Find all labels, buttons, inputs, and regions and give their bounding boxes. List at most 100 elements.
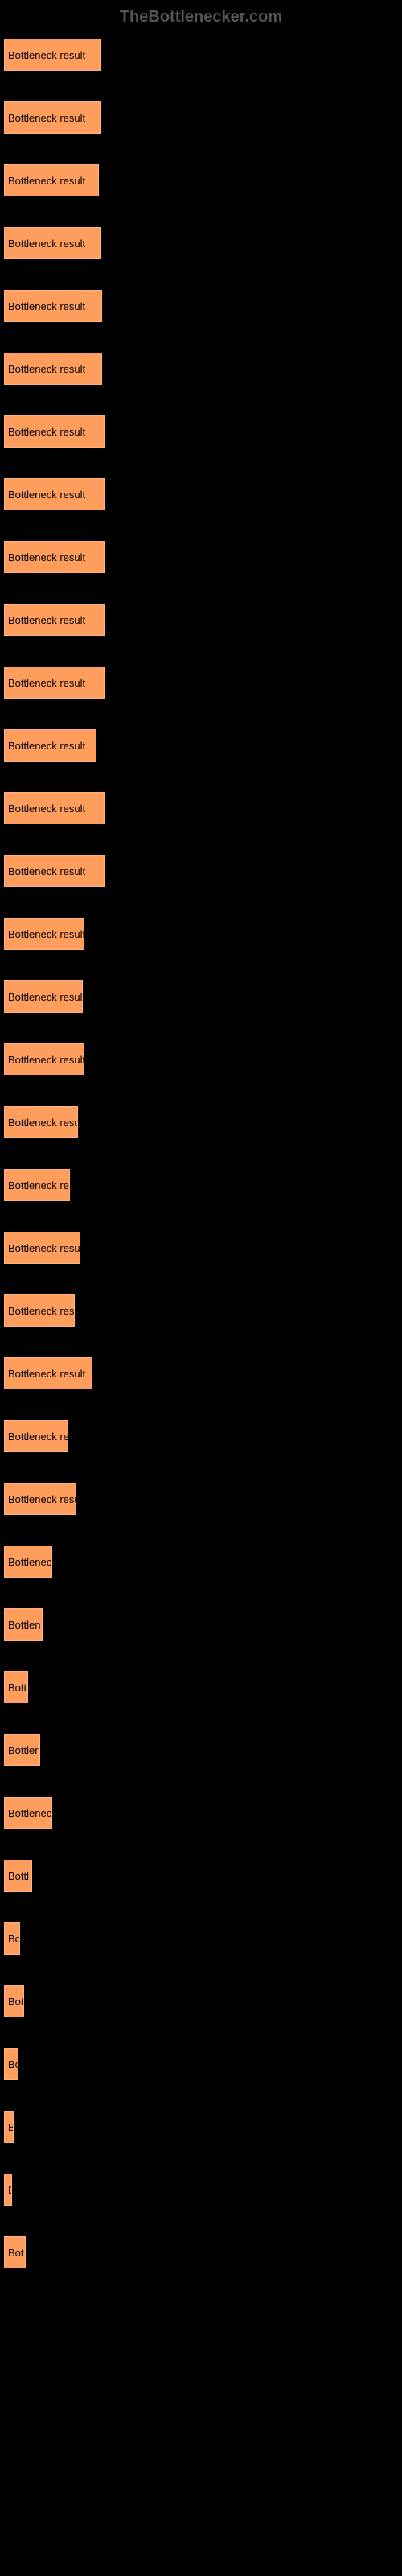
bar-label: Bottleneck result bbox=[8, 1054, 84, 1066]
bar-row: Bottleneck resu bbox=[4, 1483, 402, 1515]
bar-row: Bottleneck result bbox=[4, 39, 402, 71]
bar: Bottleneck result bbox=[4, 1043, 84, 1075]
bar-label: Bottleneck result bbox=[8, 426, 85, 438]
bar-label: B bbox=[8, 2184, 12, 2196]
bar-row: Bottler bbox=[4, 1734, 402, 1766]
bar-row: Bottleneck result bbox=[4, 290, 402, 322]
bar: B bbox=[4, 2111, 14, 2143]
bar-label: Bottleneck resu bbox=[8, 1305, 75, 1317]
bar-label: Bottleneck result bbox=[8, 112, 85, 124]
bar-label: Bottleneck result bbox=[8, 237, 85, 250]
bar-label: Bot bbox=[8, 2247, 24, 2259]
bar-row: Bott bbox=[4, 1671, 402, 1703]
bar-row: Bottlenec bbox=[4, 1797, 402, 1829]
bar-label: Bottl bbox=[8, 1870, 29, 1882]
bar: Bottleneck result bbox=[4, 729, 96, 762]
bar: Bottleneck result bbox=[4, 1357, 92, 1389]
bar-row: Bottleneck re bbox=[4, 1169, 402, 1201]
bar-row: Bottleneck result bbox=[4, 1232, 402, 1264]
bar-row: B bbox=[4, 2111, 402, 2143]
bar-row: Bot bbox=[4, 2236, 402, 2268]
bar: Bottleneck re bbox=[4, 1169, 70, 1201]
bar: Bottleneck resu bbox=[4, 1294, 75, 1327]
bar: Bottlenec bbox=[4, 1797, 52, 1829]
bar-row: Bo bbox=[4, 1922, 402, 1955]
bar-row: Bottleneck result bbox=[4, 164, 402, 196]
bar-label: Bottleneck result bbox=[8, 551, 85, 564]
bar: Bottleneck result bbox=[4, 39, 100, 71]
bar: Bottlenec bbox=[4, 1546, 52, 1578]
bar: Bottleneck result bbox=[4, 1106, 78, 1138]
bar-label: Bot bbox=[8, 1996, 24, 2008]
bar-label: Bottleneck result bbox=[8, 803, 85, 815]
bar: Bot bbox=[4, 2236, 26, 2268]
bar-label: Bottlenec bbox=[8, 1807, 51, 1819]
bar-row: Bottleneck result bbox=[4, 792, 402, 824]
bar-label: Bottleneck result bbox=[8, 489, 85, 501]
bar-label: Bottleneck result bbox=[8, 865, 85, 877]
bar-label: Bottleneck resu bbox=[8, 1493, 76, 1505]
bar-label: Bott bbox=[8, 1682, 27, 1694]
bar-row: Bottleneck result bbox=[4, 478, 402, 510]
bar: Bottleneck result bbox=[4, 227, 100, 259]
bar-row: Bottleneck result bbox=[4, 1357, 402, 1389]
bar: Bott bbox=[4, 1671, 28, 1703]
bar: Bottleneck result bbox=[4, 855, 105, 887]
bar: B bbox=[4, 2174, 12, 2206]
bar-row: Bottleneck result bbox=[4, 980, 402, 1013]
bar-row: Bottlen bbox=[4, 1608, 402, 1641]
bar-label: Bottleneck result bbox=[8, 363, 85, 375]
bar-row: Bottleneck result bbox=[4, 101, 402, 134]
bar: Bottleneck result bbox=[4, 415, 105, 448]
bar-label: Bo bbox=[8, 1933, 20, 1945]
bar-row: Bottleneck result bbox=[4, 855, 402, 887]
bar-row: Bottleneck result bbox=[4, 918, 402, 950]
bar-label: Bottlen bbox=[8, 1619, 40, 1631]
bar: Bottleneck re bbox=[4, 1420, 68, 1452]
bar: Bo bbox=[4, 2048, 18, 2080]
bar-label: Bottler bbox=[8, 1744, 39, 1757]
bar: Bottleneck result bbox=[4, 290, 102, 322]
bar-row: Bottl bbox=[4, 1860, 402, 1892]
bar-row: Bottleneck result bbox=[4, 729, 402, 762]
bar-label: B bbox=[8, 2121, 14, 2133]
bar-row: Bottleneck result bbox=[4, 227, 402, 259]
bar: Bottleneck result bbox=[4, 478, 105, 510]
bar-label: Bottleneck re bbox=[8, 1179, 69, 1191]
bar: Bo bbox=[4, 1922, 20, 1955]
bar-row: Bottlenec bbox=[4, 1546, 402, 1578]
bar-label: Bottleneck result bbox=[8, 1242, 80, 1254]
bar-row: Bottleneck result bbox=[4, 541, 402, 573]
bar-label: Bo bbox=[8, 2058, 18, 2070]
bar-row: Bottleneck result bbox=[4, 604, 402, 636]
bar-row: Bo bbox=[4, 2048, 402, 2080]
bar: Bottleneck result bbox=[4, 980, 83, 1013]
bar-row: Bottleneck result bbox=[4, 353, 402, 385]
bar-label: Bottleneck result bbox=[8, 1117, 78, 1129]
bar-label: Bottleneck result bbox=[8, 677, 85, 689]
bar-label: Bottleneck result bbox=[8, 1368, 85, 1380]
bar: Bottleneck result bbox=[4, 353, 102, 385]
bar-row: Bottleneck result bbox=[4, 1043, 402, 1075]
bar: Bottler bbox=[4, 1734, 40, 1766]
bar: Bottleneck result bbox=[4, 541, 105, 573]
bar-row: Bottleneck resu bbox=[4, 1294, 402, 1327]
bar-row: B bbox=[4, 2174, 402, 2206]
bar: Bottlen bbox=[4, 1608, 43, 1641]
bar-label: Bottleneck result bbox=[8, 928, 84, 940]
bar: Bottleneck result bbox=[4, 667, 105, 699]
bar-label: Bottleneck re bbox=[8, 1430, 68, 1443]
bar-label: Bottleneck result bbox=[8, 49, 85, 61]
bar-label: Bottleneck result bbox=[8, 300, 85, 312]
bar: Bottleneck result bbox=[4, 792, 105, 824]
bar: Bottleneck result bbox=[4, 918, 84, 950]
bar-row: Bottleneck result bbox=[4, 1106, 402, 1138]
bar: Bottleneck result bbox=[4, 604, 105, 636]
bar-label: Bottlenec bbox=[8, 1556, 51, 1568]
bar: Bottleneck result bbox=[4, 1232, 80, 1264]
bar: Bottleneck result bbox=[4, 101, 100, 134]
bar: Bottl bbox=[4, 1860, 32, 1892]
bar-row: Bottleneck result bbox=[4, 415, 402, 448]
bar-row: Bottleneck result bbox=[4, 667, 402, 699]
bar: Bot bbox=[4, 1985, 24, 2017]
